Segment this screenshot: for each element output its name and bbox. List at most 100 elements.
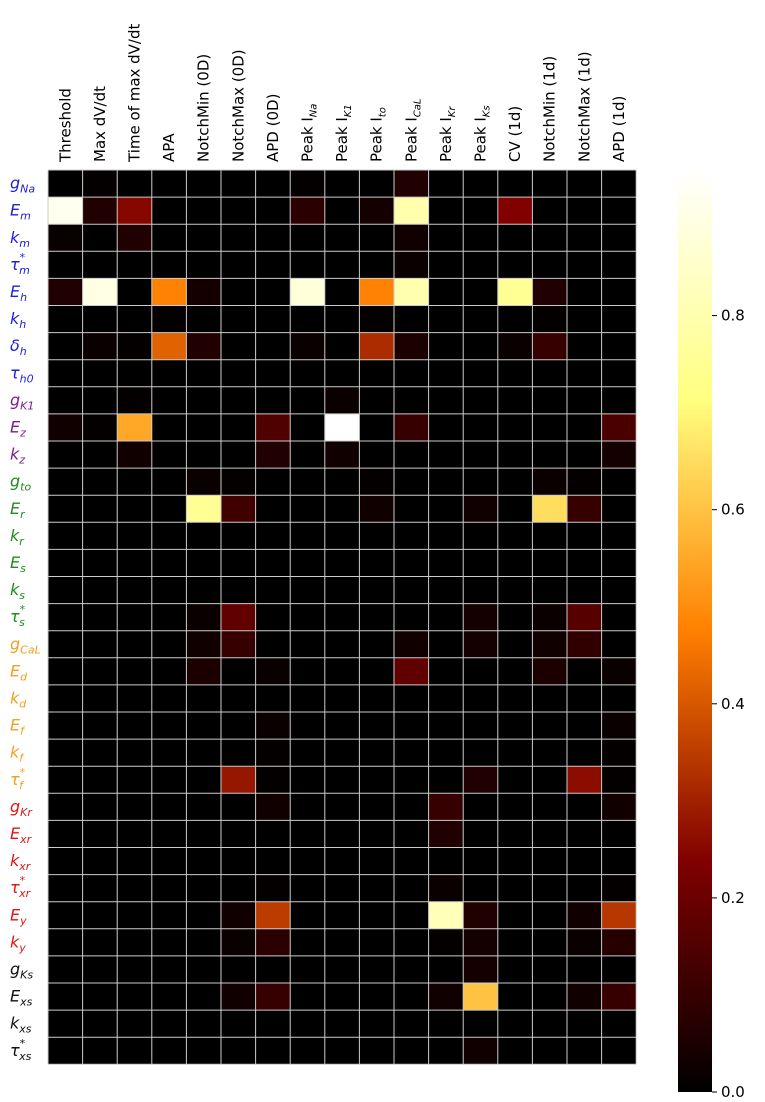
heatmap-cell — [117, 549, 152, 577]
row-label: gto — [10, 472, 31, 494]
heatmap-cell — [601, 928, 637, 956]
colorbar-tick-label: 0.2 — [721, 889, 745, 907]
heatmap-cell — [221, 495, 256, 523]
heatmap-cell — [324, 712, 360, 740]
heatmap-cell — [497, 712, 533, 740]
heatmap-cell — [428, 251, 464, 279]
heatmap-cell — [463, 278, 498, 306]
heatmap-cell — [290, 874, 325, 902]
row-label: kd — [10, 688, 27, 710]
heatmap-cell — [601, 793, 637, 821]
heatmap-cell — [151, 847, 187, 875]
heatmap-cell — [497, 278, 533, 306]
heatmap-cell — [428, 549, 464, 577]
heatmap-cell — [82, 441, 118, 469]
row-label: gKr — [10, 797, 33, 819]
heatmap-cell — [48, 441, 83, 469]
heatmap-cell — [324, 603, 360, 631]
row-label: Ef — [10, 716, 26, 738]
heatmap-cell — [290, 793, 325, 821]
heatmap-cell — [48, 820, 83, 848]
heatmap-cell — [186, 413, 221, 441]
heatmap-cell — [186, 928, 221, 956]
heatmap-cell — [463, 766, 498, 794]
heatmap-cell — [359, 955, 394, 983]
heatmap-cell — [463, 712, 498, 740]
heatmap-cell — [428, 197, 464, 225]
heatmap-cell — [601, 820, 637, 848]
heatmap-cell — [463, 901, 498, 929]
heatmap-cell — [290, 684, 325, 712]
heatmap-cell — [601, 955, 637, 983]
heatmap-cell — [290, 901, 325, 929]
column-label: Peak Ito — [368, 107, 389, 162]
heatmap-cell — [48, 468, 83, 496]
heatmap-cell — [567, 197, 602, 225]
heatmap-cell — [151, 739, 187, 767]
heatmap-cell — [221, 766, 256, 794]
heatmap-cell — [532, 1037, 567, 1065]
heatmap-cell — [117, 766, 152, 794]
heatmap-cell — [601, 197, 637, 225]
heatmap-cell — [48, 305, 83, 333]
heatmap-cell — [497, 874, 533, 902]
heatmap-cell — [186, 955, 221, 983]
heatmap-cell — [48, 955, 83, 983]
heatmap-cell — [394, 874, 429, 902]
heatmap-cell — [186, 305, 221, 333]
heatmap-cell — [359, 359, 394, 387]
row-label: ky — [10, 932, 26, 954]
heatmap-cell — [151, 928, 187, 956]
heatmap-cell — [48, 712, 83, 740]
heatmap-cell — [290, 712, 325, 740]
heatmap-cell — [221, 955, 256, 983]
heatmap-cell — [567, 766, 602, 794]
heatmap-cell — [255, 1010, 291, 1038]
heatmap-cell — [532, 170, 567, 198]
heatmap-cell — [255, 386, 291, 414]
heatmap-cell — [567, 251, 602, 279]
heatmap-cell — [82, 793, 118, 821]
heatmap-cell — [117, 495, 152, 523]
heatmap-cell — [567, 928, 602, 956]
heatmap-cell — [255, 332, 291, 360]
heatmap-cell — [532, 739, 567, 767]
heatmap-cell — [567, 739, 602, 767]
heatmap-cell — [117, 1010, 152, 1038]
heatmap-cell — [359, 928, 394, 956]
heatmap-cell — [567, 793, 602, 821]
column-label: Threshold — [56, 88, 74, 163]
colorbar-tick-label: 0.6 — [721, 501, 745, 519]
heatmap-cell — [221, 332, 256, 360]
row-label: kxr — [10, 851, 32, 873]
column-label: Peak IKs — [472, 105, 493, 162]
heatmap-cell — [290, 522, 325, 550]
heatmap-cell — [151, 278, 187, 306]
heatmap-cell — [359, 847, 394, 875]
heatmap-cell — [151, 630, 187, 658]
heatmap-cell — [117, 928, 152, 956]
heatmap-cell — [359, 793, 394, 821]
heatmap-cell — [359, 684, 394, 712]
heatmap-cell — [463, 359, 498, 387]
heatmap-cell — [82, 305, 118, 333]
heatmap-cell — [394, 441, 429, 469]
heatmap-cell — [567, 495, 602, 523]
heatmap-cell — [463, 928, 498, 956]
heatmap-cell — [324, 657, 360, 685]
column-label: NotchMin (1d) — [541, 56, 559, 162]
heatmap-cell — [255, 468, 291, 496]
heatmap-cell — [186, 170, 221, 198]
heatmap-cell — [82, 847, 118, 875]
heatmap-cell — [567, 576, 602, 604]
heatmap-cell — [497, 495, 533, 523]
heatmap-cell — [601, 441, 637, 469]
heatmap-cell — [324, 386, 360, 414]
heatmap-cell — [532, 874, 567, 902]
heatmap-cell — [497, 251, 533, 279]
heatmap-cell — [255, 630, 291, 658]
heatmap-cell — [394, 251, 429, 279]
row-label: τ* xr — [10, 874, 32, 900]
heatmap-cell — [290, 251, 325, 279]
